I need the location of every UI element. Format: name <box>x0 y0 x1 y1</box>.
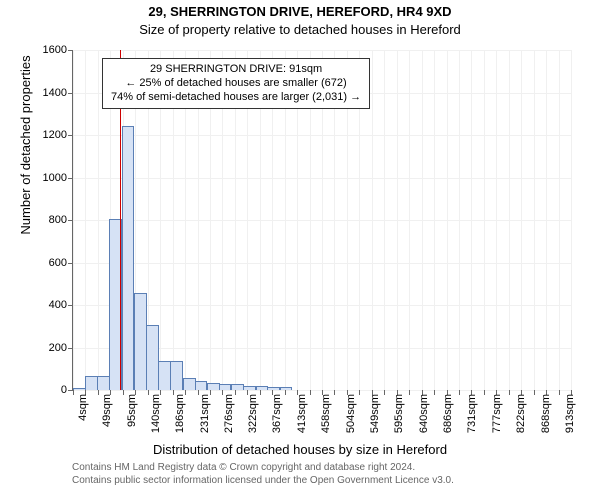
x-tick-label: 276sqm <box>223 390 235 433</box>
grid-line <box>484 50 485 390</box>
x-tick-label: 4sqm <box>77 390 89 421</box>
x-tick-mark <box>509 390 510 395</box>
callout-line-1: 29 SHERRINGTON DRIVE: 91sqm <box>111 63 361 77</box>
callout-line-3: 74% of semi-detached houses are larger (… <box>111 91 361 105</box>
y-axis-label: Number of detached properties <box>18 0 33 315</box>
grid-line <box>447 50 448 390</box>
x-tick-label: 868sqm <box>540 390 552 433</box>
x-tick-mark <box>359 390 360 395</box>
chart-container: { "chart": { "type": "histogram", "title… <box>0 0 600 500</box>
x-tick-label: 95sqm <box>126 390 138 427</box>
x-tick-mark <box>559 390 560 395</box>
callout-box: 29 SHERRINGTON DRIVE: 91sqm ← 25% of det… <box>102 58 370 109</box>
histogram-bar <box>122 126 135 391</box>
grid-line <box>372 50 373 390</box>
grid-line <box>534 50 535 390</box>
footer-line-2: Contains public sector information licen… <box>72 475 454 486</box>
y-tick-label: 200 <box>49 342 73 354</box>
y-tick-label: 1000 <box>43 172 73 184</box>
x-axis-label: Distribution of detached houses by size … <box>0 442 600 457</box>
x-tick-label: 231sqm <box>199 390 211 433</box>
x-tick-mark <box>459 390 460 395</box>
x-tick-label: 595sqm <box>393 390 405 433</box>
footer-line-1: Contains HM Land Registry data © Crown c… <box>72 462 415 473</box>
x-tick-label: 140sqm <box>150 390 162 433</box>
y-tick-label: 400 <box>49 299 73 311</box>
x-tick-label: 322sqm <box>247 390 259 433</box>
histogram-bar <box>231 384 244 390</box>
grid-line <box>559 50 560 390</box>
y-tick-label: 1200 <box>43 129 73 141</box>
grid-line <box>546 50 547 390</box>
histogram-bar <box>280 387 293 390</box>
x-tick-mark <box>434 390 435 395</box>
grid-line <box>571 50 572 390</box>
x-tick-label: 731sqm <box>466 390 478 433</box>
grid-line <box>98 50 99 390</box>
grid-line <box>397 50 398 390</box>
histogram-bar <box>195 381 208 391</box>
x-tick-mark <box>98 390 99 395</box>
grid-line <box>422 50 423 390</box>
grid-line <box>73 50 74 390</box>
x-tick-mark <box>534 390 535 395</box>
y-tick-label: 1600 <box>43 44 73 56</box>
chart-title: 29, SHERRINGTON DRIVE, HEREFORD, HR4 9XD <box>0 4 600 19</box>
x-tick-mark <box>409 390 410 395</box>
histogram-bar <box>170 361 183 390</box>
x-tick-mark <box>148 390 149 395</box>
x-tick-label: 367sqm <box>271 390 283 433</box>
histogram-bar <box>219 384 232 390</box>
grid-line <box>85 50 86 390</box>
callout-line-2: ← 25% of detached houses are smaller (67… <box>111 77 361 91</box>
x-tick-label: 686sqm <box>442 390 454 433</box>
grid-line <box>459 50 460 390</box>
x-tick-label: 413sqm <box>296 390 308 433</box>
x-tick-mark <box>334 390 335 395</box>
histogram-bar <box>243 386 256 390</box>
x-tick-label: 549sqm <box>369 390 381 433</box>
histogram-bar <box>146 325 159 390</box>
x-tick-label: 777sqm <box>491 390 503 433</box>
grid-line <box>471 50 472 390</box>
x-tick-mark <box>310 390 311 395</box>
x-tick-label: 913sqm <box>564 390 576 433</box>
histogram-bar <box>97 376 110 390</box>
y-tick-label: 1400 <box>43 87 73 99</box>
histogram-bar <box>267 387 280 390</box>
x-tick-label: 458sqm <box>320 390 332 433</box>
grid-line <box>434 50 435 390</box>
x-tick-label: 504sqm <box>345 390 357 433</box>
x-tick-label: 640sqm <box>418 390 430 433</box>
x-tick-label: 822sqm <box>515 390 527 433</box>
x-tick-mark <box>260 390 261 395</box>
x-tick-label: 49sqm <box>101 390 113 427</box>
histogram-bar <box>73 388 86 390</box>
histogram-bar <box>158 361 171 390</box>
y-tick-label: 0 <box>61 384 73 396</box>
grid-line <box>521 50 522 390</box>
x-tick-mark <box>384 390 385 395</box>
x-tick-label: 186sqm <box>174 390 186 433</box>
grid-line <box>384 50 385 390</box>
x-tick-mark <box>484 390 485 395</box>
y-tick-label: 800 <box>49 214 73 226</box>
x-tick-mark <box>123 390 124 395</box>
grid-line <box>409 50 410 390</box>
chart-subtitle: Size of property relative to detached ho… <box>0 22 600 37</box>
y-tick-label: 600 <box>49 257 73 269</box>
x-tick-mark <box>73 390 74 395</box>
grid-line <box>509 50 510 390</box>
x-tick-mark <box>285 390 286 395</box>
grid-line <box>496 50 497 390</box>
